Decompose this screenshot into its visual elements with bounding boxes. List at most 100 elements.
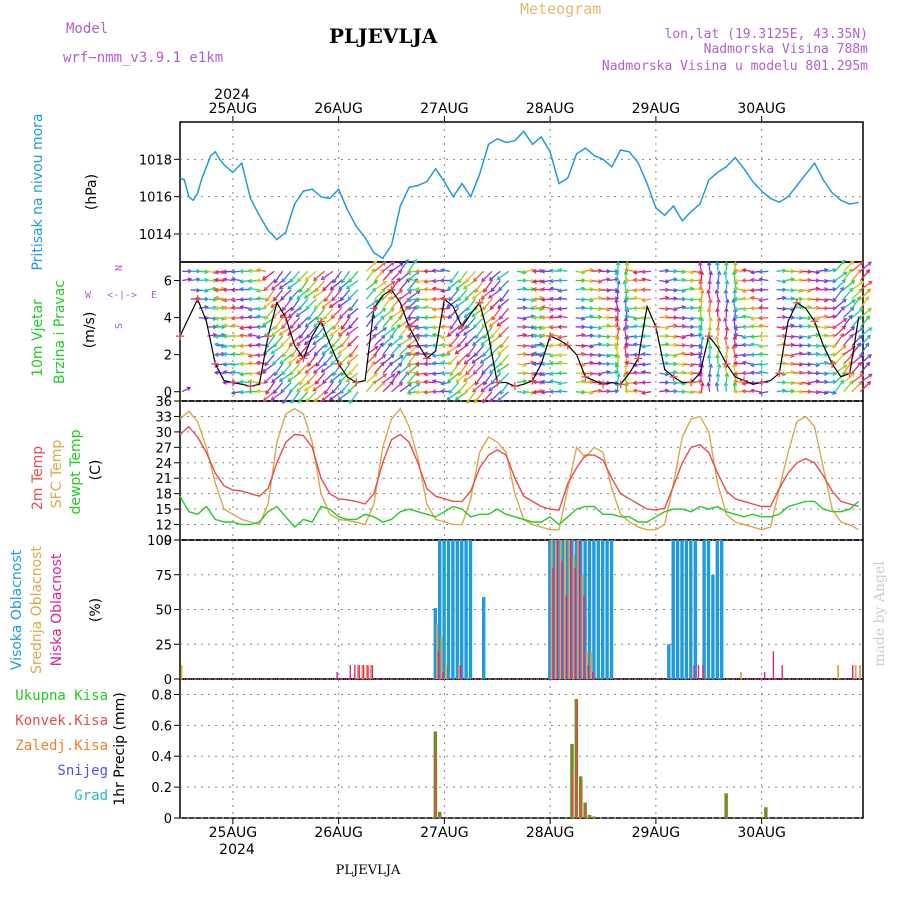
wind-arrow <box>623 327 627 337</box>
wind-arrow <box>818 298 828 302</box>
wind-arrow <box>307 307 317 321</box>
high-cloud-bar <box>689 540 693 679</box>
wind-arrow-head <box>824 278 829 284</box>
low-cloud-bar <box>772 651 775 679</box>
station-title: PLJEVLJA <box>329 24 438 48</box>
wind-arrow-head <box>758 287 763 293</box>
wind-arrow-head <box>196 335 199 339</box>
wind-arrow-head <box>404 351 409 357</box>
wind-arrow <box>625 335 635 339</box>
low-cloud-bar <box>763 672 766 679</box>
wind-arrow-head <box>557 306 562 312</box>
wind-arrow-head <box>699 316 705 322</box>
wind-arrow <box>592 343 602 347</box>
wind-arrow <box>407 391 417 394</box>
wind-arrow-head <box>497 304 502 309</box>
wind-arrow-head <box>463 313 469 319</box>
wind-arrow <box>499 335 510 348</box>
wind-arrow <box>851 288 863 300</box>
wind-arrow <box>759 344 769 348</box>
wind-arrow <box>463 326 476 336</box>
wind-arrow-head <box>741 342 746 348</box>
wind-arrow-head <box>290 399 295 405</box>
wind-arrow <box>600 335 610 338</box>
wind-arrow-head <box>346 313 351 319</box>
wind-arrow-head <box>307 316 312 321</box>
wind-arrow-head <box>557 296 562 301</box>
wind-arrow-head <box>741 360 747 366</box>
wind-arrow <box>199 369 207 373</box>
wind-arrow-head <box>782 295 787 301</box>
wind-arrow-head <box>474 334 479 340</box>
wind-arrow <box>692 344 702 347</box>
wind-arrow-head <box>723 288 729 294</box>
wind-arrow <box>382 327 395 337</box>
total-precip-bar <box>438 811 442 818</box>
wind-arrow-head <box>741 296 746 301</box>
wind-arrow-head <box>239 325 244 331</box>
wind-arrow <box>684 353 694 356</box>
wind-arrow <box>340 289 351 301</box>
series-layer <box>176 130 861 818</box>
wind-arrow <box>793 335 803 339</box>
wind-arrow <box>321 270 334 281</box>
wind-arrow-head <box>640 362 646 367</box>
wind-arrow-head <box>406 297 412 303</box>
precip-tick-label: 0.2 <box>151 781 172 796</box>
wind-arrow <box>458 270 468 283</box>
wind-arrow <box>801 270 811 273</box>
convective-precip-bar <box>572 771 574 818</box>
wind-arrow-head <box>472 277 478 283</box>
wind-arrow <box>315 326 325 338</box>
wind-arrow <box>533 326 543 329</box>
wind-arrow <box>432 334 442 337</box>
wind-arrow-head <box>230 297 236 303</box>
wind-arrow-head <box>758 297 763 303</box>
wind-arrow <box>474 344 485 357</box>
mid-cloud-bar <box>370 665 372 679</box>
wind-arrow-head <box>597 295 603 301</box>
wind-arrow-head <box>798 324 804 329</box>
mid-cloud-bar <box>550 540 553 679</box>
wind-arrow-head <box>798 288 804 294</box>
wind-arrow <box>659 389 669 393</box>
wind-arrow-head <box>255 360 261 366</box>
wind-arrow <box>716 354 719 364</box>
wind-arrow-head <box>431 325 437 330</box>
low-cloud-bar <box>693 665 695 679</box>
wind-arrow <box>801 352 811 356</box>
wind-arrow-head <box>222 333 227 339</box>
top-day-label: 26AUG <box>314 101 363 117</box>
wind-arrow-head <box>557 381 562 386</box>
high-cloud-bar <box>557 540 561 679</box>
wind-arrow-head <box>723 270 728 276</box>
wind-arrow-head <box>706 289 711 294</box>
wind-arrow-head <box>471 387 477 393</box>
wind-tick-label: 0 <box>164 386 172 401</box>
wind-arrow-head <box>532 361 537 367</box>
wind-arrow-head <box>440 381 445 386</box>
wind-arrow-head <box>665 306 670 312</box>
wind-arrow <box>549 354 560 357</box>
wind-arrow-head <box>204 388 207 391</box>
wind-arrow-head <box>247 268 252 274</box>
wind-arrow-head <box>532 305 537 310</box>
wind-arrow <box>349 391 359 404</box>
wind-arrow <box>583 361 594 365</box>
wind-arrow-head <box>859 354 864 359</box>
wind-arrow-head <box>457 343 462 348</box>
wind-arrow <box>533 298 543 301</box>
wind-arrow <box>432 287 442 291</box>
wind-arrow <box>374 381 386 393</box>
wind-arrow-head <box>681 362 687 367</box>
wind-arrow-head <box>632 324 638 329</box>
wind-arrow-head <box>640 287 646 293</box>
wind-arrow <box>715 382 719 392</box>
wind-arrow <box>592 326 602 329</box>
wind-arrow <box>625 297 635 300</box>
wind-arrow-head <box>261 322 267 327</box>
wind-arrow <box>273 382 284 394</box>
wind-arrow <box>329 344 342 355</box>
wind-arrow-head <box>195 360 199 363</box>
wind-arrow-head <box>557 314 562 319</box>
